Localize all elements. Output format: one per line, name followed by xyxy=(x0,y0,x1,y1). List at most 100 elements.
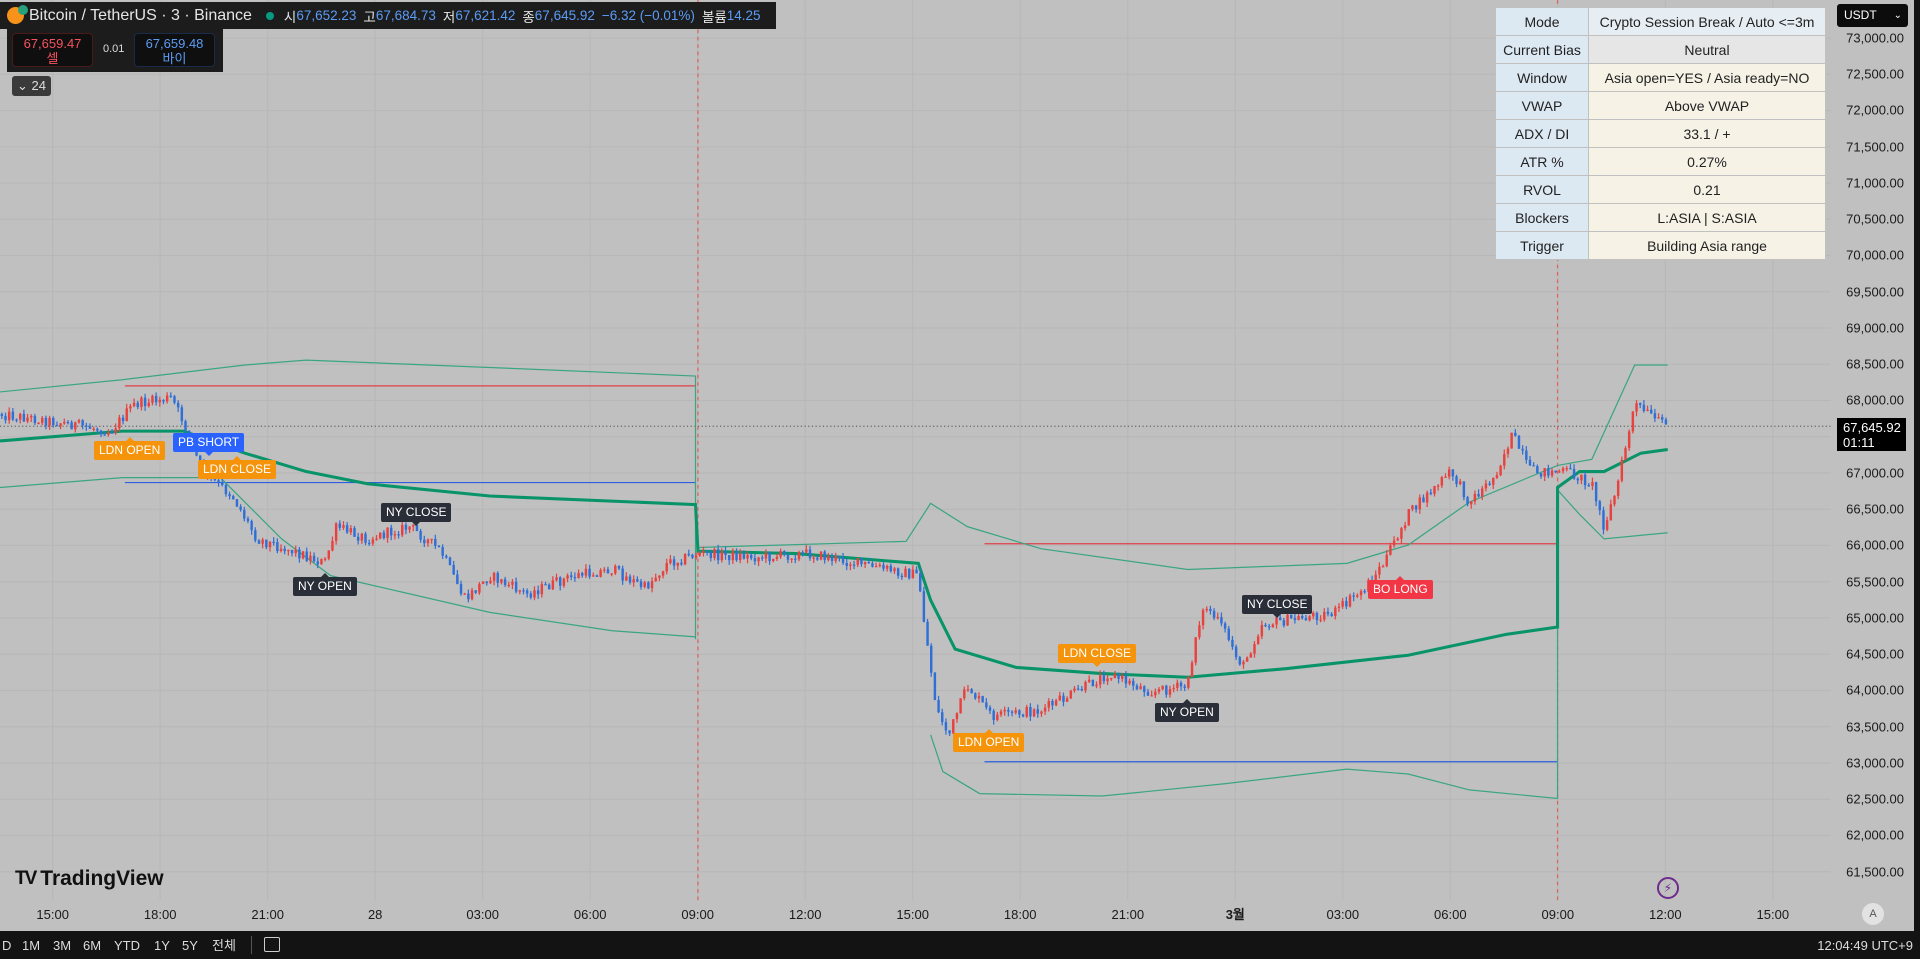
candle xyxy=(808,549,812,559)
candle xyxy=(456,574,459,585)
candle xyxy=(1168,689,1172,695)
candle xyxy=(801,552,804,554)
marker-ny-open[interactable]: NY OPEN xyxy=(293,573,357,596)
lightning-icon[interactable]: ⚡ xyxy=(1657,877,1679,899)
marker-ny-open[interactable]: NY OPEN xyxy=(1155,699,1219,722)
candle xyxy=(1209,608,1212,611)
candle xyxy=(742,553,746,559)
candle xyxy=(772,558,775,562)
marker-pb-short[interactable]: PB SHORT xyxy=(173,433,245,456)
range-button-1M[interactable]: 1M xyxy=(22,938,41,953)
candle xyxy=(1554,470,1557,473)
candle xyxy=(63,421,66,424)
marker-ldn-close[interactable]: LDN CLOSE xyxy=(1058,644,1137,667)
symbol-title[interactable]: Bitcoin / TetherUS · 3 · Binance xyxy=(29,6,252,24)
info-row: ADX / DI 33.1 / + xyxy=(1495,119,1826,148)
candle xyxy=(1528,459,1532,466)
currency-select[interactable]: USDT ⌄ xyxy=(1837,4,1908,27)
range-button-5Y[interactable]: 5Y xyxy=(182,938,198,953)
info-key: ATR % xyxy=(1495,147,1589,176)
candle xyxy=(1594,482,1598,502)
buy-button[interactable]: 67,659.48 바이 xyxy=(134,33,215,67)
candle xyxy=(952,719,955,734)
candle xyxy=(481,581,485,584)
vwap-line xyxy=(0,429,1668,679)
candle xyxy=(459,584,463,594)
candle xyxy=(1146,691,1150,696)
candle xyxy=(783,551,786,554)
marker-ny-close[interactable]: NY CLOSE xyxy=(381,503,452,526)
auto-scale-button[interactable]: A xyxy=(1862,903,1884,925)
candle xyxy=(1308,616,1311,621)
candle xyxy=(1025,707,1028,717)
marker-bo-long[interactable]: BO LONG xyxy=(1368,576,1433,599)
candle xyxy=(415,524,419,531)
candle xyxy=(99,430,103,435)
candle xyxy=(1484,483,1488,489)
candle xyxy=(1539,473,1543,477)
candle xyxy=(698,553,702,556)
range-button-3M[interactable]: 3M xyxy=(53,938,72,953)
symbol-legend[interactable]: Bitcoin / TetherUS · 3 · Binance 시 67,652… xyxy=(0,2,776,29)
candle xyxy=(566,575,569,579)
low-value: 67,621.42 xyxy=(455,8,516,23)
marker-ldn-open[interactable]: LDN OPEN xyxy=(953,729,1025,752)
calendar-range-icon[interactable] xyxy=(264,937,280,952)
candle xyxy=(294,549,297,554)
candle xyxy=(1216,617,1219,619)
candle xyxy=(1227,628,1230,640)
candle xyxy=(551,580,555,590)
candle xyxy=(1635,403,1638,412)
price-tick: 70,000.00 xyxy=(1846,247,1904,263)
marker-ldn-open[interactable]: LDN OPEN xyxy=(94,437,166,460)
candle xyxy=(654,577,657,582)
candle xyxy=(761,557,764,559)
candle xyxy=(603,569,606,571)
candle xyxy=(173,396,176,403)
candle xyxy=(1275,617,1278,625)
candle xyxy=(893,568,896,572)
high-value: 67,684.73 xyxy=(375,8,436,23)
info-value: 33.1 / + xyxy=(1588,119,1826,148)
candle xyxy=(996,714,999,720)
candle xyxy=(849,564,852,566)
buy-price: 67,659.48 xyxy=(145,36,204,51)
candle xyxy=(1627,431,1631,449)
candle xyxy=(1040,711,1043,714)
change-value: −6.32 (−0.01%) xyxy=(601,8,695,23)
candle xyxy=(15,419,18,421)
candle xyxy=(312,555,316,562)
spread: 0.01 xyxy=(103,43,125,55)
candle xyxy=(261,539,264,544)
candle xyxy=(1051,701,1054,706)
candle xyxy=(48,417,51,426)
candle xyxy=(228,494,231,497)
indicators-toggle-button[interactable]: ⌄ 24 xyxy=(12,76,51,96)
range-button-YTD[interactable]: YTD xyxy=(114,938,140,953)
candle xyxy=(1315,612,1319,621)
range-button-1Y[interactable]: 1Y xyxy=(154,938,170,953)
price-tick: 63,000.00 xyxy=(1846,755,1904,771)
info-row: Trigger Building Asia range xyxy=(1495,231,1826,260)
candle xyxy=(547,584,551,590)
candle xyxy=(1411,505,1414,510)
clock[interactable]: 12:04:49 UTC+9 xyxy=(1817,938,1913,953)
bid-ask-panel: 67,659.47 셀 0.01 67,659.48 바이 xyxy=(7,29,223,72)
candle xyxy=(522,590,525,592)
candle xyxy=(485,581,488,584)
marker-ldn-close[interactable]: LDN CLOSE xyxy=(198,456,277,479)
range-button-6M[interactable]: 6M xyxy=(83,938,102,953)
candle xyxy=(1403,525,1407,529)
candle xyxy=(738,553,742,561)
candle xyxy=(823,551,826,561)
current-price-label: 67,645.92 01:11 xyxy=(1837,418,1906,451)
marker-ny-close[interactable]: NY CLOSE xyxy=(1242,595,1313,618)
tradingview-logo[interactable]: TV TradingView xyxy=(15,867,164,891)
candle xyxy=(382,532,386,539)
range-button-D[interactable]: D xyxy=(2,938,12,953)
candle xyxy=(863,561,867,565)
candle xyxy=(110,432,114,434)
sell-button[interactable]: 67,659.47 셀 xyxy=(12,33,93,67)
range-button-전체[interactable]: 전체 xyxy=(212,938,236,953)
